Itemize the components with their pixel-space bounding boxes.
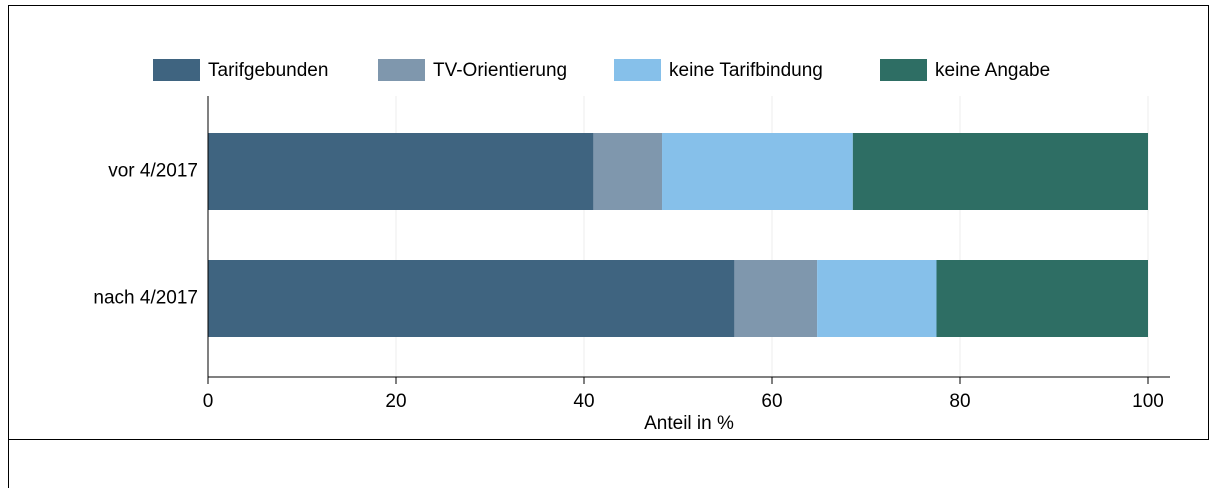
bar-segment xyxy=(208,133,594,210)
y-tick-label: vor 4/2017 xyxy=(108,161,198,182)
legend-label: Tarifgebunden xyxy=(208,60,328,81)
x-tick-label: 40 xyxy=(573,391,594,412)
bar-segment xyxy=(936,260,1148,337)
x-axis-label: Anteil in % xyxy=(644,413,734,434)
bar-segment xyxy=(852,133,1148,210)
legend-label: TV-Orientierung xyxy=(433,60,567,81)
x-tick-label: 100 xyxy=(1132,391,1164,412)
frame xyxy=(8,5,1209,440)
legend-swatch xyxy=(880,59,927,81)
legend-swatch xyxy=(153,59,200,81)
bar-segment xyxy=(208,260,735,337)
x-tick-label: 80 xyxy=(949,391,970,412)
legend-swatch xyxy=(378,59,425,81)
bar-segment xyxy=(817,260,937,337)
x-tick-label: 60 xyxy=(761,391,782,412)
y-tick-label: nach 4/2017 xyxy=(93,288,198,309)
bar-segment xyxy=(662,133,853,210)
legend-label: keine Angabe xyxy=(935,60,1050,81)
bar-segment xyxy=(593,133,663,210)
legend-label: keine Tarifbindung xyxy=(669,60,823,81)
x-tick-label: 20 xyxy=(385,391,406,412)
bar-segment xyxy=(734,260,818,337)
legend-swatch xyxy=(614,59,661,81)
x-tick-label: 0 xyxy=(203,391,214,412)
